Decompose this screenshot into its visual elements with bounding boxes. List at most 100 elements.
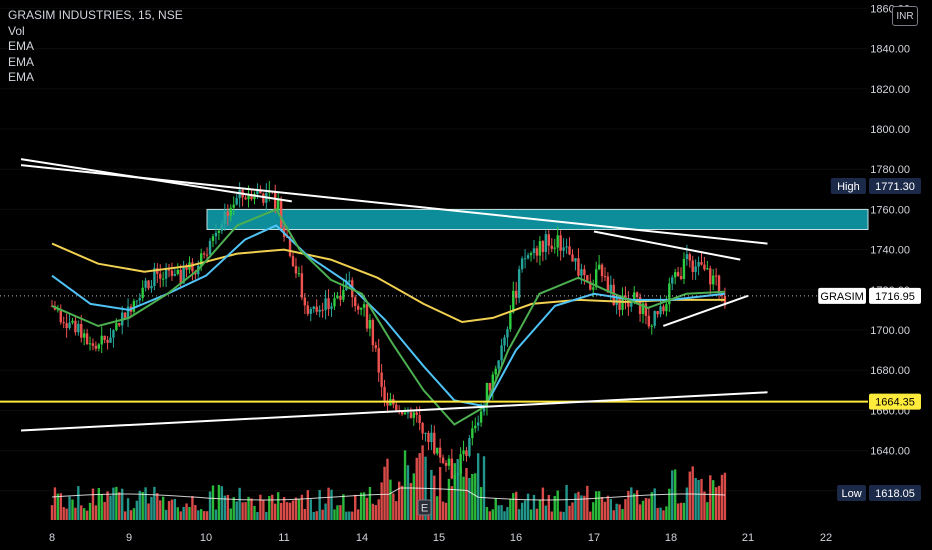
- candle-body: [709, 268, 712, 285]
- volume-bar: [547, 494, 551, 520]
- y-tick-label: 1640.00: [870, 446, 910, 458]
- volume-bar: [438, 467, 442, 520]
- candle-body: [356, 306, 360, 310]
- volume-bar: [703, 491, 706, 520]
- volume-bar: [100, 494, 103, 520]
- candle-body: [235, 198, 238, 205]
- indicator-ema-3[interactable]: EMA: [8, 70, 35, 84]
- candle-body: [474, 425, 477, 429]
- volume-bar: [115, 486, 118, 520]
- time-axis[interactable]: 8 9 10 11 14 15 16 17 18 21 22: [49, 532, 832, 544]
- candle-body: [103, 335, 106, 341]
- indicator-ema-2[interactable]: EMA: [8, 54, 35, 69]
- volume-bar: [62, 507, 65, 520]
- volume-bar: [211, 485, 215, 520]
- volume-bar: [436, 496, 439, 520]
- volume-bar: [400, 485, 404, 520]
- candle-body: [118, 323, 121, 326]
- volume-bar: [476, 453, 480, 520]
- candle-body: [580, 269, 583, 276]
- volume-bar: [191, 496, 194, 520]
- volume-bar: [641, 500, 645, 520]
- volume-bar: [471, 473, 474, 520]
- volume-bar: [512, 493, 515, 520]
- volume-bar: [515, 491, 518, 520]
- candle-body: [132, 301, 136, 312]
- y-tick-label: 1800.00: [870, 124, 910, 136]
- volume-bar: [685, 487, 689, 520]
- volume-bar: [556, 490, 559, 520]
- candle-body: [85, 333, 89, 345]
- volume-bar: [714, 487, 718, 520]
- volume-bar: [621, 509, 624, 520]
- low-tag-label-bg: [837, 485, 866, 501]
- volume-bar: [706, 502, 709, 520]
- support-tag: 1664.35: [869, 393, 921, 410]
- volume-bar: [544, 505, 548, 520]
- volume-bar: [282, 497, 286, 520]
- volume-bar: [656, 507, 659, 520]
- candle-body: [430, 432, 433, 443]
- indicator-ema-1[interactable]: EMA: [8, 39, 35, 53]
- price-axis[interactable]: 1860.001840.001820.001800.001780.001760.…: [870, 3, 910, 497]
- volume-bar: [94, 505, 98, 520]
- symbol-title[interactable]: GRASIM INDUSTRIES, 15, NSE: [8, 8, 183, 22]
- volume-bar: [609, 498, 613, 520]
- x-tick-label: 15: [433, 532, 445, 544]
- volume-bar: [603, 501, 607, 520]
- volume-bar: [205, 511, 209, 520]
- volume-bar: [650, 492, 653, 520]
- volume-bar: [668, 488, 671, 520]
- candle-body: [550, 245, 553, 249]
- candle-body: [468, 438, 471, 456]
- x-tick-label: 17: [588, 532, 600, 544]
- volume-bar: [241, 502, 244, 520]
- candle-body: [586, 275, 589, 282]
- volume-bar: [59, 493, 62, 520]
- candle-body: [444, 462, 448, 466]
- volume-bar: [506, 507, 509, 520]
- candle-body: [202, 253, 206, 255]
- last-price-tag-label-bg: [818, 287, 866, 304]
- volume-bar: [532, 494, 536, 520]
- candle-body: [262, 193, 265, 203]
- volume-bar: [694, 478, 697, 520]
- candle-body: [403, 412, 407, 415]
- volume-bar: [665, 506, 668, 520]
- candle-body: [509, 312, 512, 330]
- candle-body: [450, 458, 454, 479]
- volume-bar: [482, 456, 486, 520]
- volume-bar: [565, 485, 568, 520]
- volume-bar: [553, 495, 556, 520]
- candle-body: [386, 400, 389, 406]
- volume-bar: [412, 473, 416, 520]
- support-tag-value-bg: [869, 393, 921, 410]
- last-price-tag: GRASIM 1716.95: [818, 287, 921, 304]
- candle-body: [126, 306, 130, 319]
- candle-body: [339, 295, 342, 300]
- currency-badge[interactable]: INR: [892, 6, 918, 26]
- volume-bar: [409, 483, 413, 520]
- candle-body: [665, 304, 668, 312]
- session-marker: E: [417, 499, 432, 516]
- volume-bar: [153, 486, 156, 520]
- candle-body: [471, 428, 474, 439]
- candle-body: [691, 260, 694, 273]
- drawn-lines[interactable]: [0, 158, 868, 432]
- candle-body: [633, 292, 636, 302]
- indicator-vol[interactable]: Vol: [8, 23, 25, 38]
- candle-body: [374, 345, 377, 349]
- candle-body: [606, 276, 610, 293]
- volume-bar: [491, 509, 494, 520]
- volume-bar: [418, 453, 421, 520]
- volume-bar: [247, 496, 250, 520]
- volume-bar: [711, 480, 715, 520]
- candle-body: [589, 281, 592, 290]
- volume-bar: [356, 509, 360, 520]
- y-tick-label: 1700.00: [870, 325, 910, 337]
- candle-body: [427, 432, 430, 443]
- volume-bar: [106, 491, 109, 520]
- candle-body: [229, 207, 232, 216]
- candle-body: [173, 273, 177, 276]
